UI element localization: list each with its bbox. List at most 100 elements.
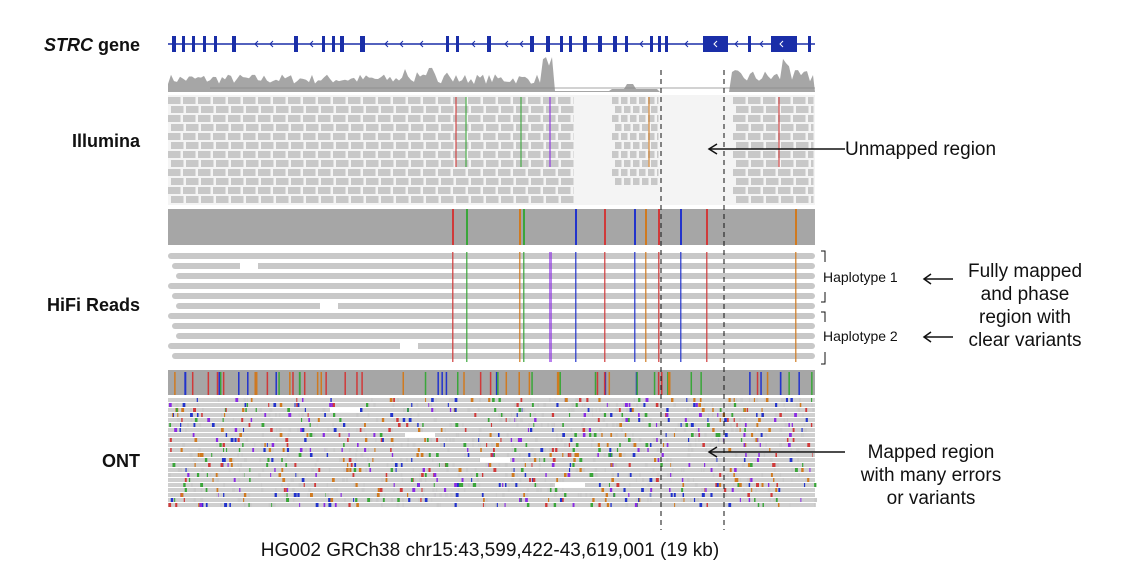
ont-mismatch [673, 433, 676, 437]
ont-mismatch [534, 418, 537, 422]
ont-mismatch [375, 493, 379, 497]
ont-mismatch [392, 403, 395, 407]
ont-mismatch [704, 403, 706, 407]
illumina-read [471, 106, 484, 113]
ont-mismatch [618, 453, 622, 457]
ont-mismatch [750, 478, 753, 482]
ont-mismatch [222, 448, 225, 452]
ont-mismatch [421, 493, 425, 497]
ont-mismatch [448, 398, 451, 402]
ont-mismatch [496, 443, 499, 447]
illumina-read [441, 106, 454, 113]
ont-read [168, 473, 815, 477]
ont-mismatch [547, 488, 550, 492]
ont-mismatch [193, 488, 196, 492]
ont-mismatch [287, 408, 290, 412]
illumina-read [246, 124, 259, 131]
ont-mismatch [346, 463, 349, 467]
ont-mismatch [738, 418, 742, 422]
ont-mismatch [273, 403, 277, 407]
ont-mismatch [492, 448, 495, 452]
illumina-read [408, 151, 421, 158]
ont-mismatch [322, 408, 326, 412]
ont-mismatch [545, 503, 548, 507]
illumina-read [498, 115, 511, 122]
ont-mismatch [222, 443, 225, 447]
illumina-read [546, 124, 559, 131]
ont-mismatch [367, 403, 370, 407]
gene-exon [456, 36, 459, 52]
ont-mismatch [715, 483, 718, 487]
ont-mismatch [206, 473, 208, 477]
hifi-read-gap [320, 303, 338, 309]
illumina-read [456, 160, 469, 167]
illumina-read [228, 169, 241, 176]
illumina-read [621, 115, 628, 122]
illumina-read [318, 133, 331, 140]
illumina-read [531, 124, 544, 131]
ont-mismatch [729, 468, 732, 472]
ont-mismatch [329, 403, 332, 407]
illumina-read [183, 151, 196, 158]
ont-mismatch [753, 428, 756, 432]
illumina-read [778, 187, 791, 194]
haplotype-2-bracket [821, 311, 826, 322]
ont-mismatch [559, 498, 563, 502]
ont-mismatch [238, 428, 241, 432]
illumina-read [216, 124, 229, 131]
ont-mismatch [761, 473, 764, 477]
ont-mismatch [623, 453, 626, 457]
ont-mismatch [403, 408, 406, 412]
illumina-read [781, 106, 794, 113]
hifi-read [172, 323, 815, 329]
region-guides [660, 70, 725, 530]
ont-mismatch [712, 408, 714, 412]
ont-mismatch [412, 443, 416, 447]
ont-mismatch [247, 493, 251, 497]
illumina-read [468, 187, 481, 194]
ont-mismatch [687, 418, 690, 422]
ont-mismatch [249, 468, 251, 472]
ont-mismatch [529, 458, 532, 462]
ont-mismatch [704, 463, 706, 467]
ont-mismatch [576, 453, 579, 457]
ont-mismatch [805, 408, 808, 412]
ont-mismatch [592, 498, 595, 502]
ont-mismatch [174, 498, 176, 502]
ont-mismatch [424, 473, 427, 477]
illumina-read [171, 142, 184, 149]
ont-mismatch [699, 398, 702, 402]
ont-mismatch [175, 408, 178, 412]
ont-mismatch [478, 438, 480, 442]
illumina-read [615, 142, 622, 149]
ont-mismatch [421, 488, 423, 492]
ont-mismatch [717, 413, 719, 417]
illumina-read [528, 169, 541, 176]
ont-mismatch [637, 498, 640, 502]
ont-mismatch [613, 493, 616, 497]
ont-mismatch [292, 488, 295, 492]
ont-mismatch [552, 458, 556, 462]
ont-mismatch [400, 473, 403, 477]
ont-mismatch [579, 458, 583, 462]
ont-mismatch [216, 493, 219, 497]
ont-mismatch [293, 493, 297, 497]
illumina-read [483, 115, 496, 122]
ont-mismatch [593, 433, 597, 437]
ont-mismatch [798, 398, 801, 402]
ont-mismatch [229, 503, 231, 507]
ont-mismatch [390, 448, 392, 452]
ont-mismatch [491, 443, 494, 447]
illumina-read [528, 115, 541, 122]
illumina-read [351, 160, 364, 167]
ont-mismatch [180, 423, 182, 427]
ont-mismatch [470, 473, 473, 477]
ont-mismatch [475, 473, 479, 477]
ont-mismatch [784, 423, 788, 427]
ont-mismatch [467, 483, 471, 487]
ont-mismatch [391, 458, 394, 462]
ont-mismatch [497, 433, 500, 437]
illumina-read [168, 169, 181, 176]
ont-mismatch [680, 468, 683, 472]
ont-mismatch [740, 478, 742, 482]
